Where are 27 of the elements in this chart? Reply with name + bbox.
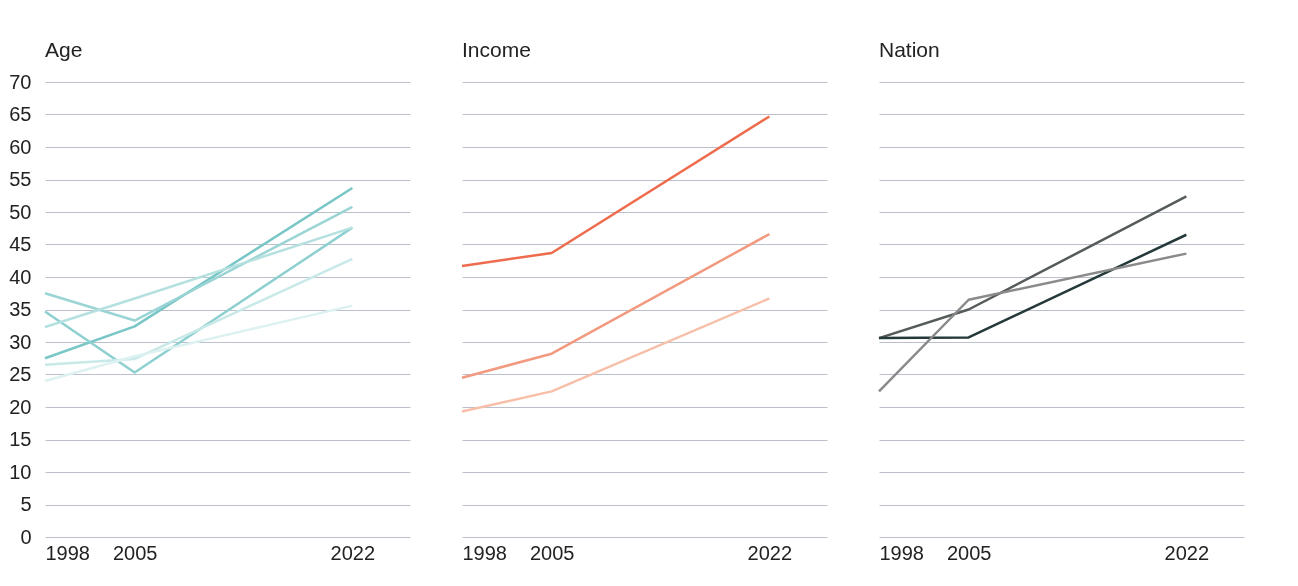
y-tick-label: 45 — [9, 233, 32, 255]
y-tick-label: 20 — [9, 395, 32, 418]
chart-title: Age — [45, 38, 83, 61]
y-tick-label: 0 — [20, 525, 32, 548]
x-tick-label: 2022 — [330, 541, 376, 564]
y-tick-label: 5 — [20, 493, 32, 515]
y-tick-label: 15 — [9, 428, 32, 450]
y-tick-label: 40 — [9, 265, 32, 288]
x-tick-label: 2005 — [112, 541, 158, 564]
x-tick-label: 2022 — [747, 541, 793, 564]
y-tick-label: 70 — [9, 70, 32, 93]
y-tick-label: 50 — [9, 200, 32, 223]
y-tick-label: 65 — [9, 103, 32, 125]
y-tick-label: 30 — [9, 330, 32, 353]
x-tick-label: 2005 — [946, 541, 992, 564]
y-tick-label: 55 — [9, 168, 32, 190]
x-tick-label: 2022 — [1164, 541, 1210, 564]
y-tick-label: 25 — [9, 363, 32, 385]
x-tick-label: 1998 — [45, 541, 90, 564]
y-tick-label: 10 — [9, 460, 32, 483]
x-tick-label: 1998 — [462, 541, 507, 564]
x-tick-label: 1998 — [879, 541, 924, 564]
y-tick-label: 35 — [9, 298, 32, 320]
x-tick-label: 2005 — [529, 541, 575, 564]
chart-title: Income — [462, 38, 531, 61]
chart-title: Nation — [879, 38, 940, 61]
y-tick-label: 60 — [9, 135, 32, 158]
